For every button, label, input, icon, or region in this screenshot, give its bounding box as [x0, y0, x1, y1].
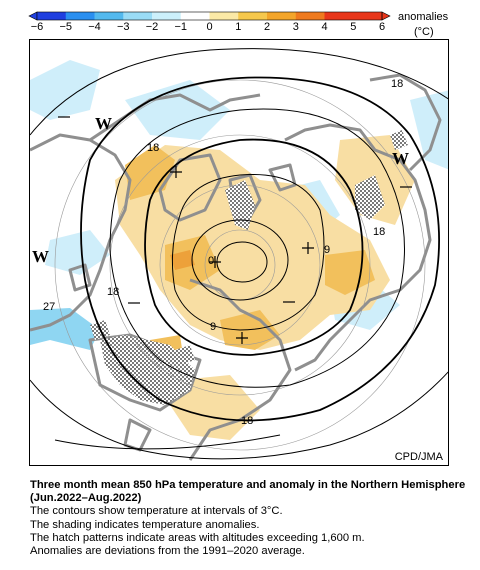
figure-caption: Three month mean 850 hPa temperature and… [30, 479, 470, 558]
cold-anomaly-region [30, 60, 100, 120]
colorbar-swatch [65, 12, 95, 20]
map-markers [58, 116, 412, 344]
colorbar-swatch [295, 12, 325, 20]
colorbar-title: anomalies [398, 11, 449, 23]
hatch-rockies [355, 175, 385, 220]
low-pressure-label-west: W [95, 114, 112, 133]
colorbar-swatch [123, 12, 153, 20]
high-altitude-hatch [90, 130, 408, 405]
temperature-contours [30, 48, 448, 460]
plus-marker [170, 166, 182, 178]
contour-label: 0 [208, 255, 214, 267]
hatch-greenland [225, 180, 255, 230]
colorbar-tick-label: 3 [292, 21, 299, 33]
colorbar-tick-label: −3 [116, 21, 130, 33]
hatch-alaska [390, 130, 408, 150]
anomaly-colorbar [28, 11, 391, 21]
colorbar-swatch [37, 12, 67, 20]
coastline-islands [68, 263, 92, 292]
colorbar-tick-labels: −6 −5 −4 −3 −2 −1 0 1 2 3 4 5 6 [0, 21, 480, 37]
coastline-north-america [89, 93, 261, 142]
colorbar-tick-label: 4 [321, 21, 328, 33]
plus-marker [302, 242, 314, 254]
contour-label: 18 [391, 78, 403, 90]
coastline-north-america [30, 133, 132, 332]
warm-anomaly-region [170, 250, 195, 270]
contour-label: 18 [147, 142, 159, 154]
cold-anomaly-region [45, 230, 110, 275]
coastline-europe [188, 278, 292, 461]
cold-anomaly-region [410, 90, 448, 170]
contour-label: 9 [324, 244, 330, 256]
colorbar-swatch [267, 12, 297, 20]
cold-anomaly-region [125, 80, 230, 140]
colorbar-tick-label: 5 [350, 21, 357, 33]
colorbar-tick-label: 2 [263, 21, 271, 33]
colorbar-tick-label: −1 [174, 21, 188, 33]
contour-label: 18 [107, 286, 119, 298]
cold-anomaly-region [30, 308, 100, 350]
warm-anomaly-region [115, 145, 390, 350]
colorbar-arrow-right [381, 11, 391, 21]
colorbar-tick-label: −4 [88, 21, 101, 33]
colorbar-tick-label: −5 [59, 21, 73, 33]
latitude-circles [54, 79, 426, 451]
colorbar-arrow-left [28, 11, 38, 21]
colorbar-border [36, 11, 383, 21]
coastline-asia [369, 73, 442, 172]
caption-line: The shading indicates temperature anomal… [30, 518, 260, 531]
map-credit: CPD/JMA [394, 451, 443, 463]
plus-marker [209, 256, 221, 268]
colorbar-swatch [238, 12, 268, 20]
contour-label: 9 [210, 321, 216, 333]
colorbar-swatch [353, 12, 382, 20]
hatch-tibet [100, 335, 195, 405]
caption-line: Anomalies are deviations from the 1991–2… [30, 545, 305, 558]
colorbar-tick-label: −6 [30, 21, 44, 33]
caption-title: Three month mean 850 hPa temperature and… [30, 479, 466, 505]
colorbar-tick-label: 6 [378, 21, 386, 33]
hatch-ethiopia [175, 345, 195, 365]
colorbar-swatch [180, 12, 210, 20]
low-pressure-label-pacific: W [392, 149, 409, 168]
contour-label: 18 [373, 226, 385, 238]
plus-marker [236, 332, 248, 344]
colorbar-swatch [324, 12, 354, 20]
warm-anomaly-region [170, 375, 260, 440]
caption-line: The contours show temperature at interva… [30, 505, 283, 518]
contour-label: 27 [43, 301, 55, 313]
colorbar-swatch [152, 12, 182, 20]
hemisphere-map: W W W 18 18 18 18 9 9 0 27 18 CPD/JMA [29, 39, 449, 466]
colorbar-swatch [94, 12, 124, 20]
colorbar-tick-label: −2 [145, 21, 159, 33]
colorbar-swatch [209, 12, 239, 20]
caption-line: The hatch patterns indicate areas with a… [30, 531, 365, 544]
coastline-arctic-islands [268, 163, 297, 192]
colorbar-unit: (°C) [414, 26, 434, 38]
anomaly-shading [30, 60, 448, 440]
low-pressure-label-atlantic: W [32, 247, 49, 266]
colorbar-tick-label: 0 [206, 21, 213, 33]
colorbar-tick-label: 1 [235, 21, 242, 33]
contour-label: 18 [241, 415, 253, 427]
